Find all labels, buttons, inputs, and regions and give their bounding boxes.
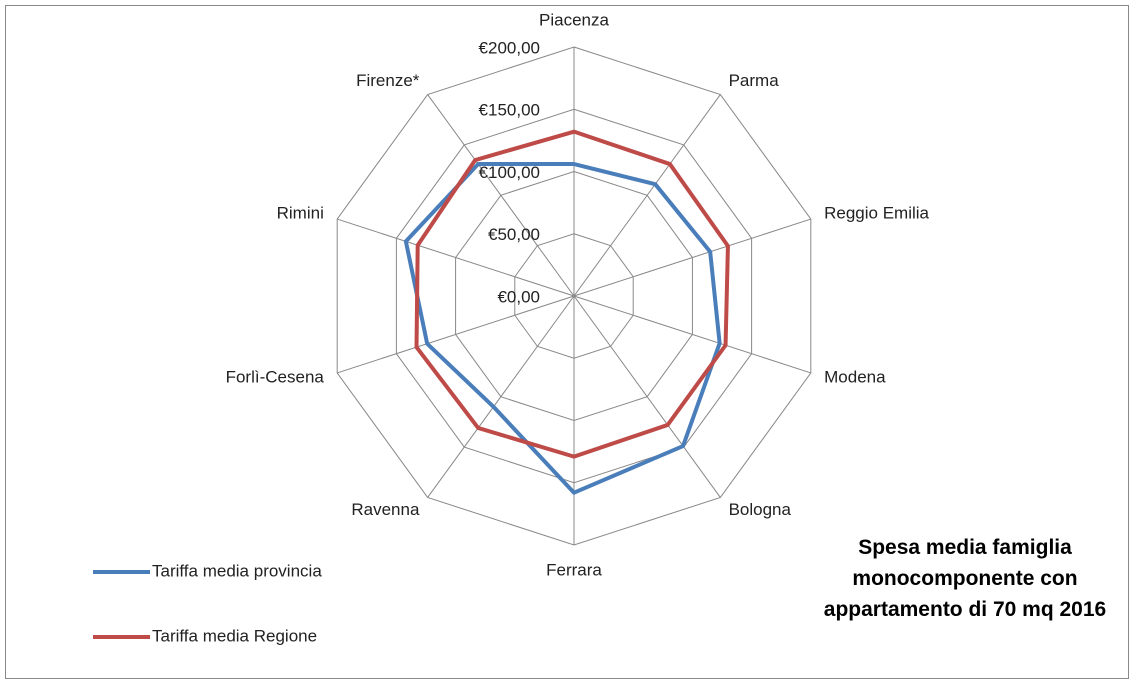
r-tick-label: €50,00 [488, 225, 540, 244]
r-tick-label: €150,00 [479, 101, 540, 120]
series-line [403, 162, 722, 495]
spoke [337, 295, 575, 374]
legend-label: Tariffa media Regione [152, 626, 317, 645]
r-tick-label: €0,00 [497, 287, 540, 306]
spoke [337, 218, 575, 297]
spoke [427, 295, 575, 498]
category-label: Piacenza [539, 10, 609, 29]
spoke [573, 295, 721, 498]
r-tick-label: €100,00 [479, 163, 540, 182]
category-label: Rimini [277, 204, 324, 223]
chart-title: Spesa media famiglia monocomponente con … [823, 536, 1107, 621]
spoke [573, 94, 721, 297]
category-label: Bologna [729, 500, 792, 519]
r-tick-label: €200,00 [479, 38, 540, 57]
spoke [573, 218, 811, 297]
category-label: Firenze* [356, 71, 420, 90]
spoke [573, 295, 811, 374]
category-label: Forlì-Cesena [226, 367, 325, 386]
category-label: Ferrara [546, 560, 602, 579]
chart-border [5, 5, 1129, 679]
legend-label: Tariffa media provincia [152, 561, 322, 580]
category-label: Modena [824, 367, 886, 386]
series-line [414, 129, 730, 459]
spoke [427, 94, 575, 297]
category-label: Parma [729, 71, 780, 90]
category-label: Ravenna [351, 500, 420, 519]
category-label: Reggio Emilia [824, 204, 929, 223]
